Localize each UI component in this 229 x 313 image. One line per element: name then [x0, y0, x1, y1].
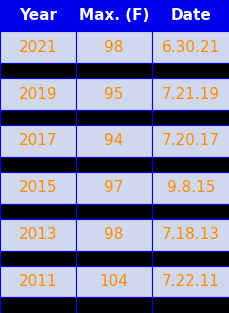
Text: 7.18.13: 7.18.13 [161, 227, 219, 242]
Bar [76, 0, 151, 31]
Bar [0, 63, 76, 78]
Bar [0, 266, 76, 297]
Bar [151, 63, 229, 78]
Bar [76, 297, 151, 313]
Bar [76, 125, 151, 157]
Text: Max. (F): Max. (F) [78, 8, 148, 23]
Bar [0, 110, 76, 125]
Bar [0, 125, 76, 157]
Text: 7.22.11: 7.22.11 [161, 274, 219, 289]
Bar [76, 63, 151, 78]
Bar [0, 251, 76, 266]
Text: 104: 104 [99, 274, 128, 289]
Bar [151, 266, 229, 297]
Text: 9.8.15: 9.8.15 [166, 180, 214, 195]
Bar [151, 251, 229, 266]
Bar [151, 297, 229, 313]
Bar [151, 172, 229, 204]
Bar [0, 0, 76, 31]
Bar [76, 172, 151, 204]
Text: 94: 94 [104, 133, 123, 148]
Bar [76, 204, 151, 219]
Text: 2013: 2013 [19, 227, 57, 242]
Bar [76, 219, 151, 251]
Text: 2019: 2019 [19, 87, 57, 101]
Text: 2021: 2021 [19, 40, 57, 55]
Text: 7.21.19: 7.21.19 [161, 87, 219, 101]
Bar [76, 266, 151, 297]
Bar [0, 78, 76, 110]
Bar [0, 204, 76, 219]
Bar [151, 219, 229, 251]
Text: Year: Year [19, 8, 57, 23]
Bar [151, 204, 229, 219]
Bar [151, 78, 229, 110]
Bar [151, 0, 229, 31]
Bar [0, 31, 76, 63]
Bar [0, 297, 76, 313]
Bar [0, 219, 76, 251]
Bar [151, 110, 229, 125]
Bar [76, 251, 151, 266]
Bar [0, 172, 76, 204]
Bar [76, 157, 151, 172]
Text: 2011: 2011 [19, 274, 57, 289]
Bar [76, 110, 151, 125]
Text: 95: 95 [104, 87, 123, 101]
Bar [151, 157, 229, 172]
Text: 6.30.21: 6.30.21 [161, 40, 219, 55]
Text: 98: 98 [104, 227, 123, 242]
Text: 98: 98 [104, 40, 123, 55]
Text: Date: Date [170, 8, 210, 23]
Bar [151, 31, 229, 63]
Bar [76, 78, 151, 110]
Text: 7.20.17: 7.20.17 [161, 133, 219, 148]
Bar [0, 157, 76, 172]
Bar [151, 125, 229, 157]
Bar [76, 31, 151, 63]
Text: 97: 97 [104, 180, 123, 195]
Text: 2015: 2015 [19, 180, 57, 195]
Text: 2017: 2017 [19, 133, 57, 148]
